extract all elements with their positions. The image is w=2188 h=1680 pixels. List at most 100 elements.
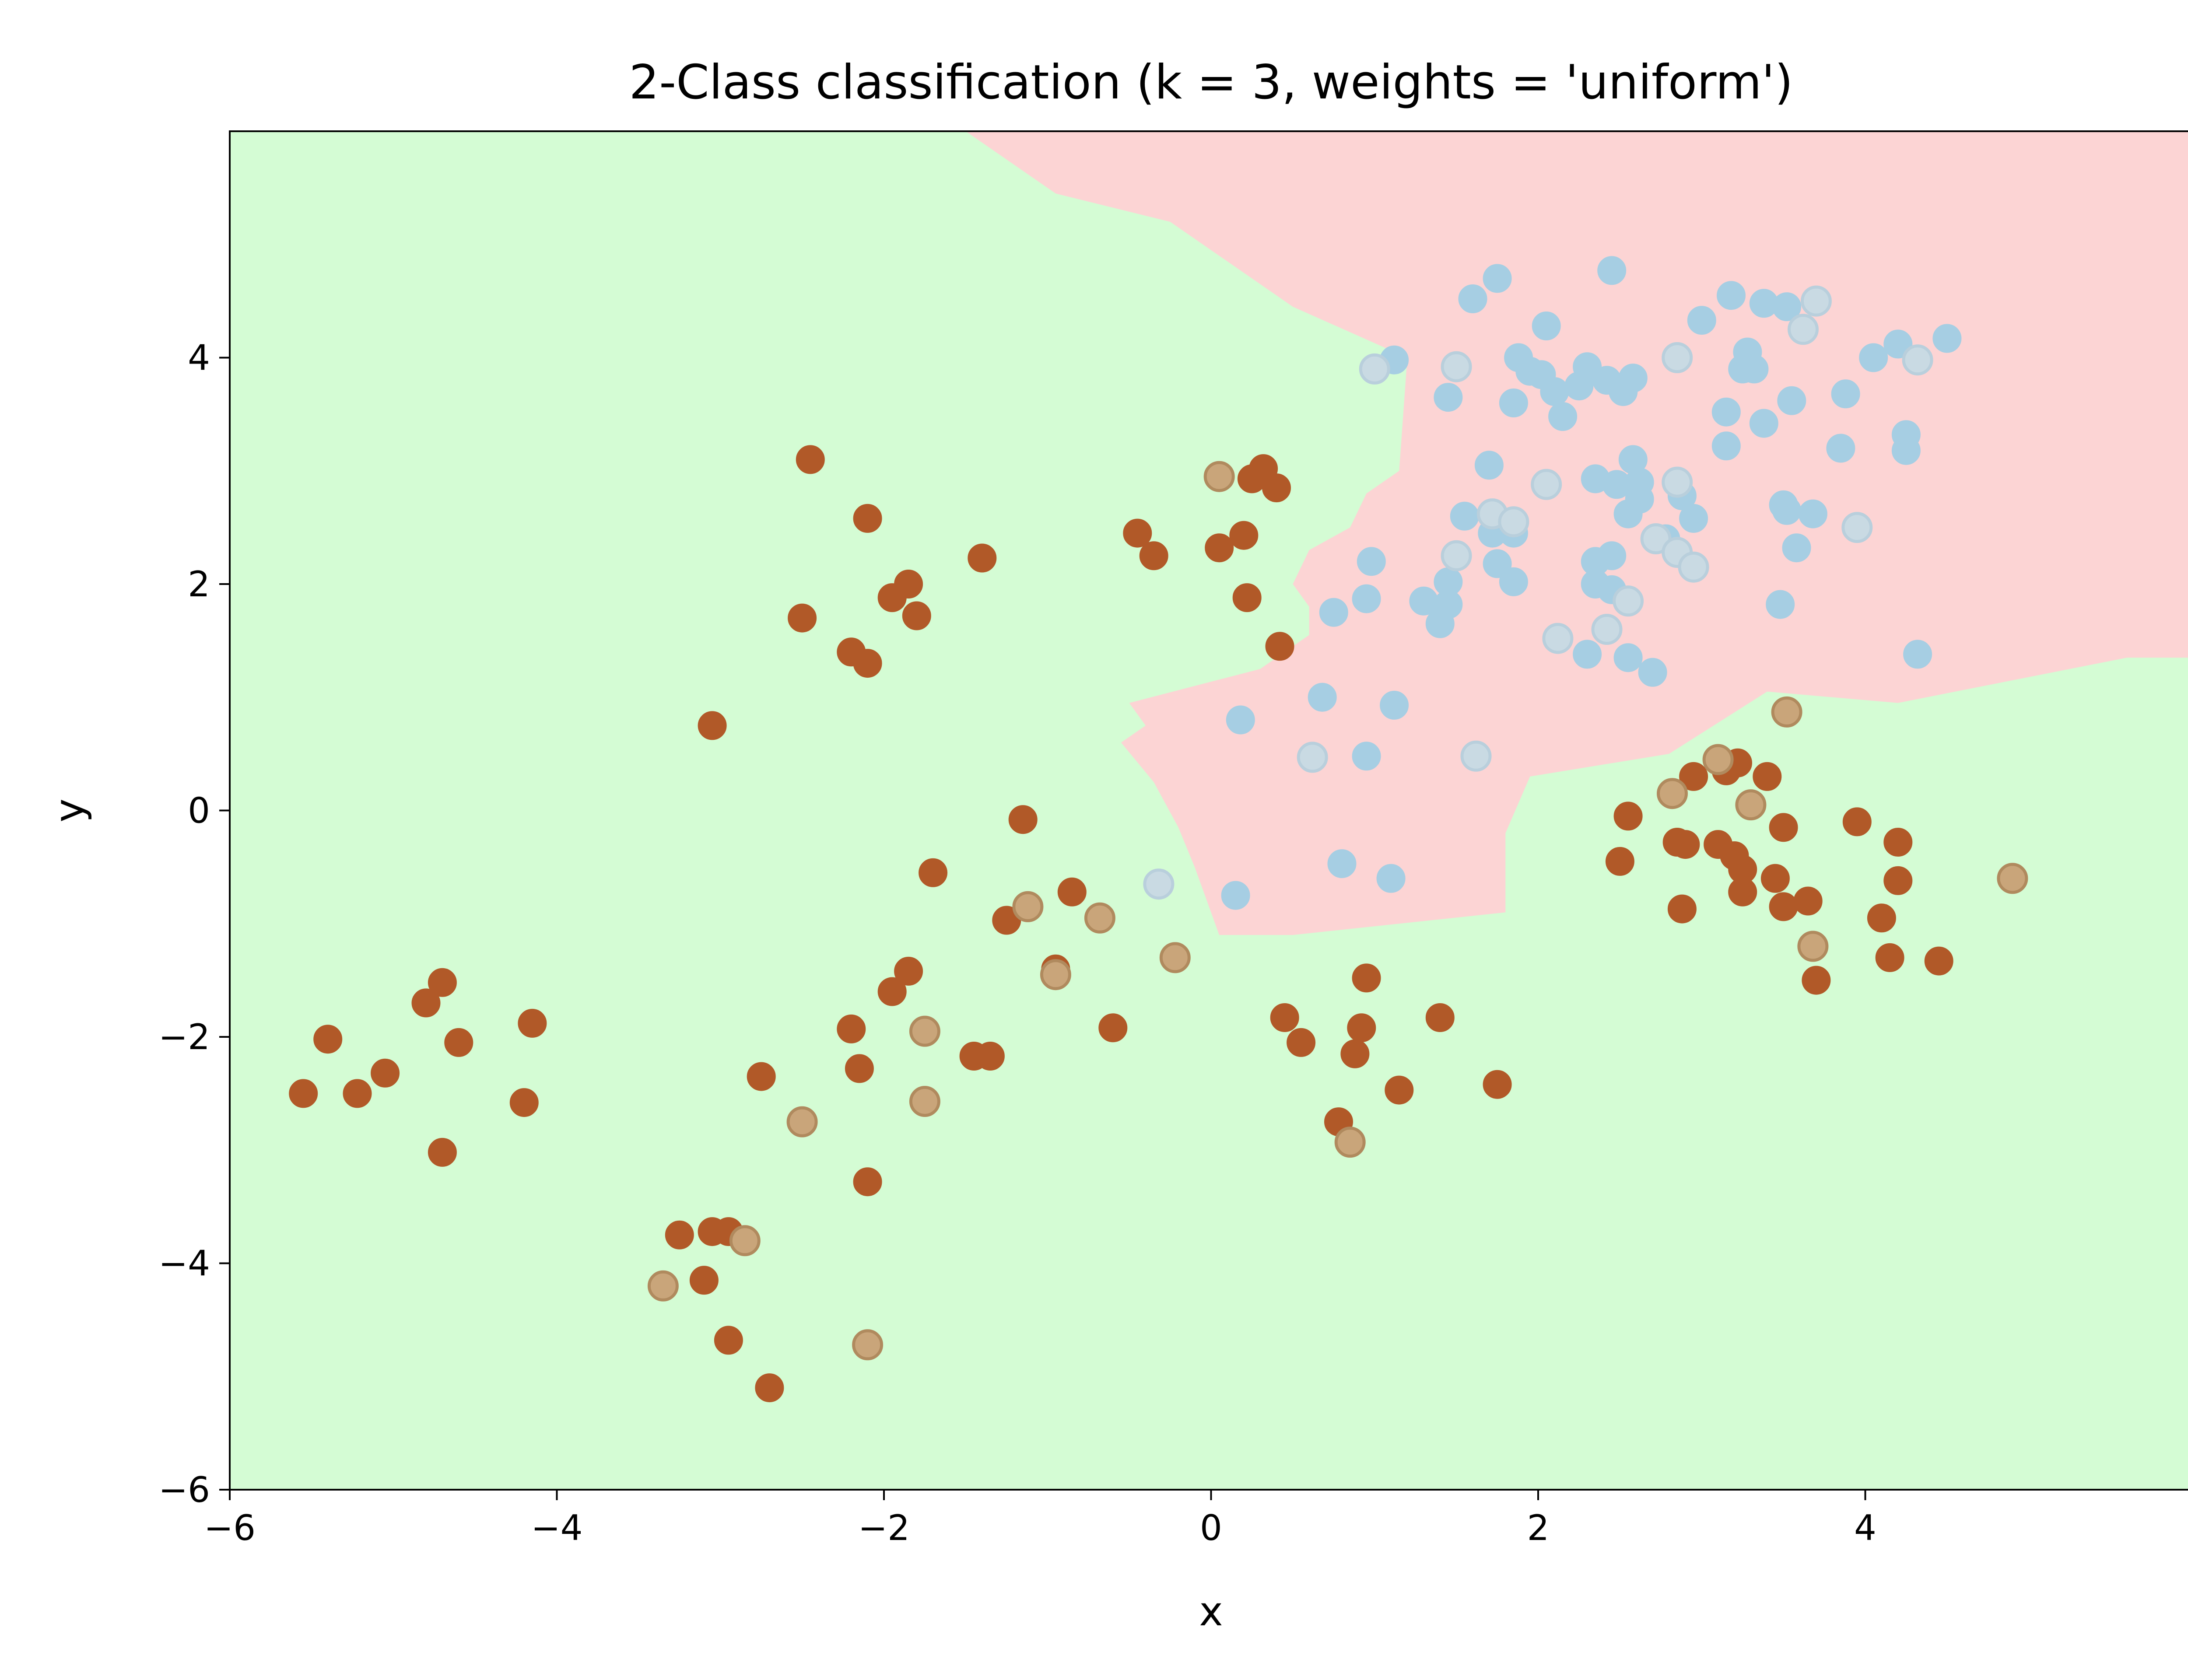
test-point-class-1 [1800,285,1832,317]
training-point-class-0 [1760,864,1790,893]
training-point-class-1 [1532,312,1561,340]
training-point-class-0 [788,603,817,633]
x-axis: −6 −4 −2 0 2 4 [204,1490,1876,1548]
test-point-class-0 [1040,959,1071,990]
training-point-class-0 [845,1054,874,1083]
test-point-class-1 [1662,342,1693,373]
training-point-class-0 [1679,762,1708,791]
training-point-class-1 [1499,388,1528,417]
x-tick-label: 0 [1200,1508,1222,1548]
plot-area [229,130,2188,1491]
x-tick-label: −4 [531,1508,583,1548]
training-point-class-0 [837,1014,866,1043]
training-point-class-0 [1875,943,1904,972]
training-point-class-0 [1385,1075,1414,1105]
training-point-class-1 [1782,533,1811,563]
training-point-class-0 [1924,946,1953,976]
test-point-class-0 [1702,744,1734,775]
training-point-class-1 [1308,682,1337,712]
x-axis-label: x [1199,1588,1223,1635]
test-point-class-1 [1662,466,1693,498]
training-point-class-1 [1540,377,1569,406]
test-point-class-0 [1334,1127,1366,1158]
training-point-class-0 [796,445,825,474]
training-point-class-1 [1831,379,1860,409]
test-point-class-1 [1613,585,1644,617]
training-point-class-1 [1376,864,1406,893]
test-point-class-1 [1143,868,1175,900]
training-point-class-1 [1458,284,1487,313]
training-point-class-1 [1434,567,1463,596]
training-point-class-0 [444,1028,473,1057]
training-point-class-0 [1753,762,1782,791]
training-point-class-0 [1613,802,1643,831]
training-point-class-0 [853,1167,882,1197]
training-point-class-1 [1380,690,1409,720]
training-point-class-1 [1327,849,1357,878]
training-point-class-0 [1483,1070,1512,1099]
chart-title: 2-Class classification (k = 3, weights =… [629,55,1793,110]
training-point-class-0 [689,1266,719,1295]
training-point-class-1 [1618,364,1648,393]
test-point-class-0 [647,1270,679,1302]
training-point-class-0 [1262,473,1291,503]
training-point-class-1 [1826,434,1855,463]
training-point-class-0 [1867,903,1896,933]
test-point-class-0 [1797,931,1829,962]
training-point-class-0 [853,649,882,678]
y-tick-label: −6 [158,1470,210,1510]
test-point-class-0 [1997,863,2028,894]
training-point-class-1 [1749,409,1778,438]
test-point-class-0 [909,1086,940,1117]
y-tick-label: 0 [188,791,210,831]
test-point-class-0 [909,1015,940,1047]
test-point-class-0 [852,1329,884,1361]
training-point-class-0 [1605,847,1634,876]
training-point-class-1 [1932,324,1962,353]
y-tick-label: −4 [158,1243,210,1284]
test-point-class-0 [1084,902,1115,934]
training-point-class-0 [411,988,441,1018]
training-point-class-1 [1613,643,1643,672]
training-point-class-1 [1474,451,1504,480]
training-point-class-1 [1409,586,1438,616]
scatter-points [289,256,2028,1403]
training-point-class-0 [1347,1013,1376,1043]
training-point-class-0 [1340,1039,1370,1068]
test-point-class-1 [1788,314,1819,345]
test-point-class-1 [1297,742,1328,773]
x-tick-label: 4 [1854,1508,1876,1548]
training-point-class-0 [1270,1003,1299,1032]
y-axis: −6 −4 −2 0 2 4 [158,338,230,1510]
test-point-class-0 [1012,891,1044,922]
training-point-class-1 [1352,584,1381,613]
training-point-class-0 [1671,830,1700,859]
training-point-class-0 [919,858,948,887]
training-point-class-1 [1859,343,1888,372]
test-point-class-1 [1531,469,1562,500]
training-point-class-0 [1667,894,1697,924]
training-point-class-0 [1232,583,1262,612]
training-point-class-0 [894,570,923,598]
test-point-class-1 [1591,614,1623,645]
training-point-class-0 [1265,632,1294,661]
x-tick-label: −6 [204,1508,256,1548]
training-point-class-1 [1711,397,1741,427]
training-point-class-0 [1802,966,1831,995]
x-tick-label: −2 [858,1508,910,1548]
test-point-class-0 [1159,942,1191,973]
training-point-class-1 [1739,354,1769,384]
training-point-class-1 [1597,541,1627,570]
training-point-class-1 [1679,504,1708,533]
training-point-class-0 [343,1079,372,1108]
training-point-class-1 [1434,383,1463,412]
training-point-class-1 [1687,306,1716,335]
training-point-class-1 [1891,436,1921,465]
training-point-class-1 [1903,640,1932,669]
y-axis-label: y [46,798,93,822]
training-point-class-0 [1769,892,1798,921]
training-point-class-1 [1499,567,1528,596]
training-point-class-1 [1221,881,1250,910]
test-point-class-1 [1678,551,1709,583]
training-point-class-1 [1450,501,1479,531]
